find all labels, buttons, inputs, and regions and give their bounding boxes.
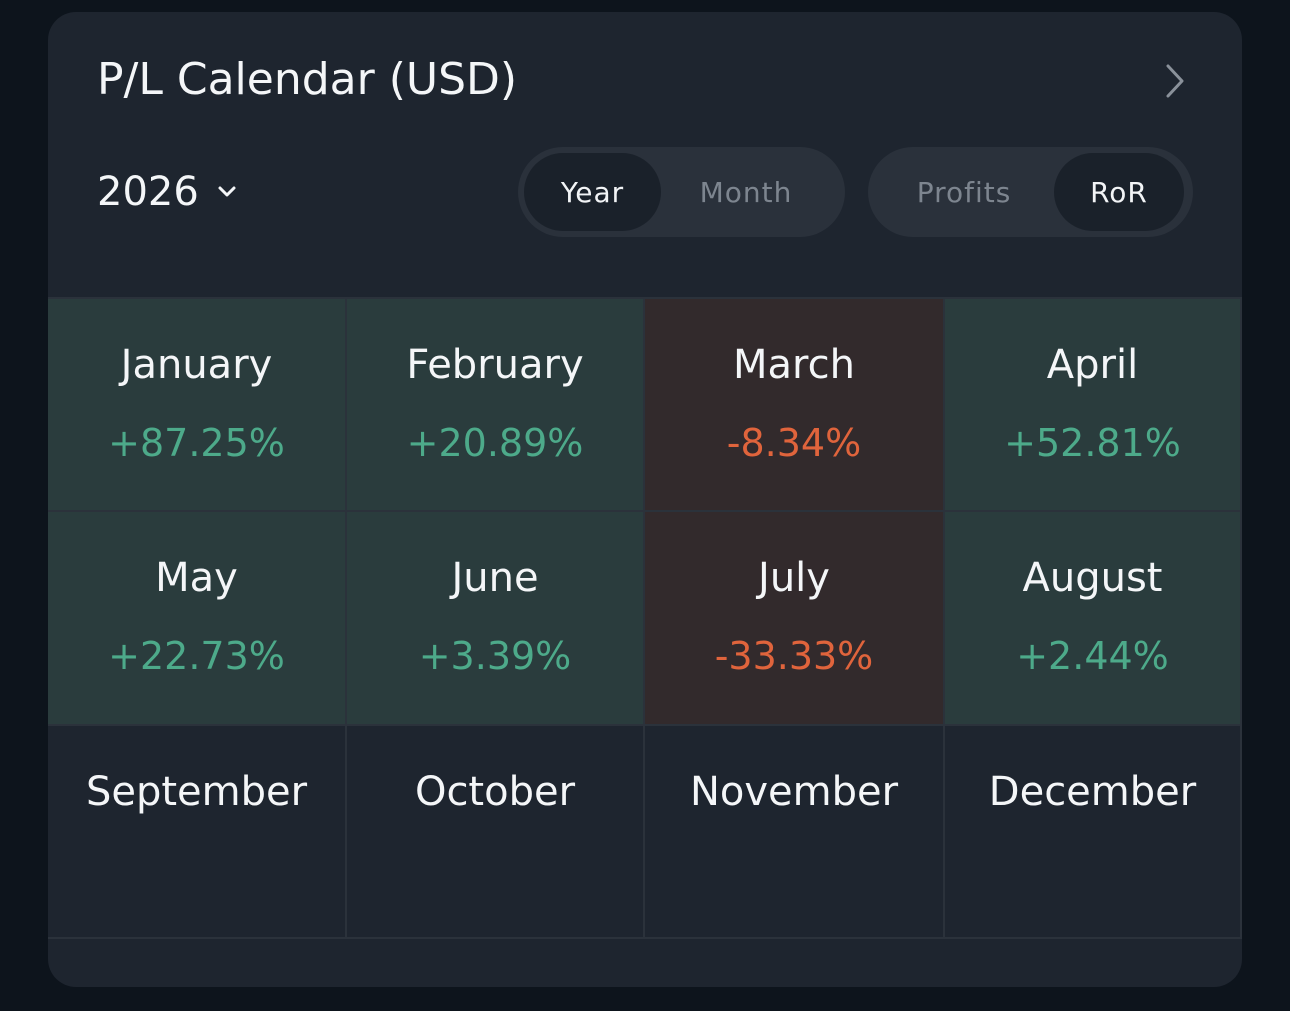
month-return: +22.73%: [108, 634, 285, 678]
pl-calendar-card: P/L Calendar (USD) 2026 Year Month Profit…: [48, 12, 1242, 987]
month-name: December: [988, 769, 1197, 815]
month-name: April: [1046, 342, 1139, 388]
month-cell[interactable]: December: [945, 726, 1242, 939]
year-selector[interactable]: 2026: [97, 166, 237, 218]
toggle-option[interactable]: RoR: [1054, 153, 1184, 231]
month-cell[interactable]: February +20.89%: [347, 299, 645, 512]
month-name: March: [733, 342, 855, 388]
dropdown-icon: [218, 186, 236, 197]
month-name: February: [406, 342, 584, 388]
month-cell[interactable]: November: [645, 726, 945, 939]
month-cell[interactable]: October: [347, 726, 645, 939]
month-name: May: [155, 555, 238, 601]
year: 2026: [97, 169, 199, 215]
month-return: +3.39%: [418, 634, 572, 678]
month-cell[interactable]: March -8.34%: [645, 299, 945, 512]
month-cell[interactable]: May +22.73%: [48, 512, 347, 726]
month-cell[interactable]: August +2.44%: [945, 512, 1242, 726]
toggle-option[interactable]: Profits: [916, 175, 1012, 209]
month-return: -33.33%: [714, 634, 874, 678]
period-toggle: Year Month: [518, 147, 845, 237]
month-grid: January +87.25% February +20.89% March -8.34%…: [48, 297, 1242, 939]
month-cell[interactable]: June +3.39%: [347, 512, 645, 726]
month-return: +20.89%: [406, 421, 584, 465]
month-return: +2.44%: [1016, 634, 1169, 678]
month-name: August: [1022, 555, 1163, 601]
month-return: +52.81%: [1004, 421, 1181, 465]
month-cell[interactable]: January +87.25%: [48, 299, 347, 512]
month-return: +87.25%: [108, 421, 285, 465]
month-cell[interactable]: July -33.33%: [645, 512, 945, 726]
open-chevron[interactable]: [1160, 62, 1190, 100]
month-name: October: [414, 769, 576, 815]
month-name: September: [85, 769, 308, 815]
metric-toggle: Profits RoR: [868, 147, 1193, 237]
title: P/L Calendar (USD): [97, 54, 518, 105]
month-cell[interactable]: April +52.81%: [945, 299, 1242, 512]
month-cell[interactable]: September: [48, 726, 347, 939]
toggle-option[interactable]: Year: [524, 153, 661, 231]
month-name: July: [758, 555, 830, 601]
month-name: November: [689, 769, 899, 815]
month-return: -8.34%: [726, 421, 862, 465]
month-name: January: [120, 342, 273, 388]
month-name: June: [451, 555, 539, 601]
toggle-option[interactable]: Month: [699, 175, 793, 209]
